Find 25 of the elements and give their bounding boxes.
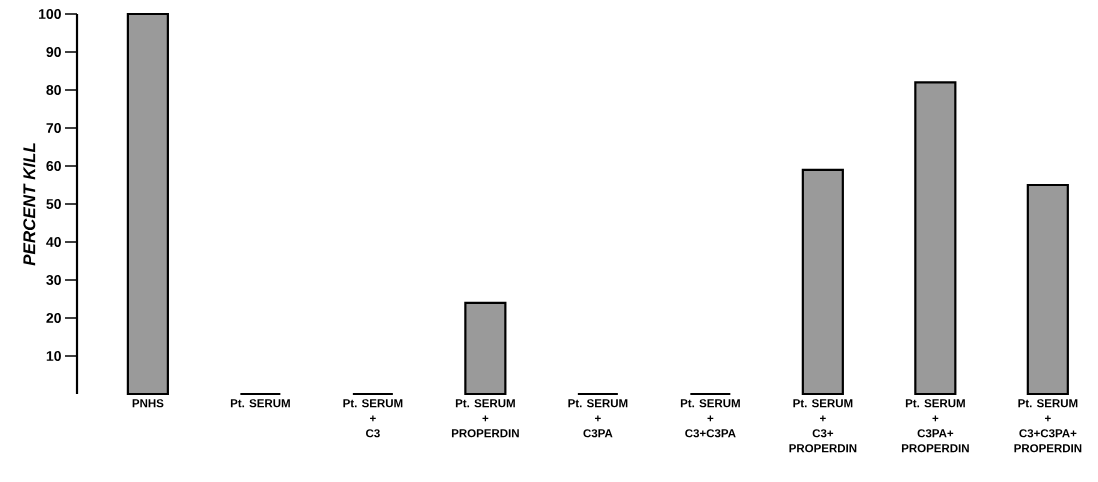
y-tick-label: 40 (46, 237, 61, 247)
x-tick-label: Pt. SERUM + C3 (343, 399, 403, 438)
x-tick-label: Pt. SERUM + C3PA+ PROPERDIN (901, 399, 969, 453)
bar (801, 168, 844, 396)
y-tick-label: 50 (46, 199, 61, 209)
y-tick-label: 60 (46, 161, 61, 171)
x-tick-label: Pt. SERUM + PROPERDIN (451, 399, 519, 438)
y-tick-label: 10 (46, 351, 61, 361)
y-tick-label: 30 (46, 275, 61, 285)
x-tick-label: Pt. SERUM (230, 399, 290, 408)
x-tick-label: Pt. SERUM + C3+ PROPERDIN (789, 399, 857, 453)
bar (914, 81, 957, 396)
y-tick-label: 70 (46, 123, 61, 133)
y-tick-label: 100 (39, 9, 61, 19)
bar (126, 12, 169, 396)
bar (1026, 183, 1069, 396)
x-tick-label: Pt. SERUM + C3PA (568, 399, 628, 438)
x-tick-label: Pt. SERUM + C3+C3PA+ PROPERDIN (1014, 399, 1082, 453)
y-axis-title: PERCENT KILL (23, 143, 36, 266)
y-tick-label: 90 (46, 47, 61, 57)
x-tick-label: PNHS (132, 399, 164, 408)
y-tick-label: 20 (46, 313, 61, 323)
x-tick-label: Pt. SERUM + C3+C3PA (680, 399, 740, 438)
bar (464, 301, 507, 396)
y-tick-label: 80 (46, 85, 61, 95)
